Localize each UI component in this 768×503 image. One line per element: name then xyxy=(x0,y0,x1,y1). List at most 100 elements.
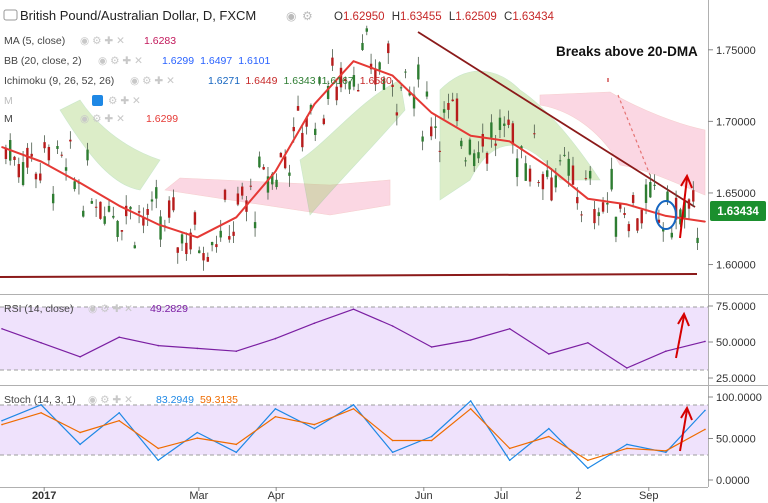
legend-controls-icon[interactable]: ◉ ⚙ ✚ ✕ xyxy=(88,303,133,315)
legend-ma5-value: 1.6283 xyxy=(144,35,176,47)
legend-controls-icon[interactable]: ⚙ ✚ ✕ xyxy=(108,95,141,107)
legend-controls-icon[interactable]: ◉ ⚙ ✚ ✕ xyxy=(80,35,125,47)
candle-body xyxy=(142,217,145,226)
legend-collapsed-row[interactable]: M ⚙ ✚ ✕ xyxy=(4,95,141,107)
candle-body xyxy=(666,191,669,203)
series-point xyxy=(157,447,159,450)
candle-body xyxy=(266,176,270,193)
candle-body xyxy=(550,177,553,201)
candle-body xyxy=(4,147,8,160)
candle-body xyxy=(120,230,124,232)
y-tick-label: 1.65000 xyxy=(716,188,756,200)
header-eye-icon[interactable]: ◉ xyxy=(286,9,296,23)
candle-body xyxy=(674,197,678,220)
candle-body xyxy=(314,128,317,135)
series-point xyxy=(313,427,316,430)
candle-body xyxy=(515,158,519,178)
x-tick-label: Jul xyxy=(494,490,508,502)
candle-body xyxy=(43,142,46,149)
series-point xyxy=(1,146,3,148)
candle-body xyxy=(554,175,558,188)
series-point xyxy=(313,103,316,105)
candle-body xyxy=(180,234,184,244)
series-point xyxy=(157,459,159,462)
candle-body xyxy=(223,189,227,200)
series-point xyxy=(118,419,120,422)
legend-rsi-value: 49.2829 xyxy=(150,303,188,315)
candle-body xyxy=(417,64,420,80)
candle-body xyxy=(619,203,622,209)
legend-bb[interactable]: BB (20, close, 2) ◉ ⚙ ✚ ✕ 1.6299 1.6497 1.… xyxy=(4,55,271,67)
legend-ma5-name: MA (5, close) xyxy=(4,35,65,47)
support-line[interactable] xyxy=(0,273,698,278)
series-point xyxy=(665,451,667,454)
candle-body xyxy=(524,163,527,181)
legend-stoch[interactable]: Stoch (14, 3, 1) ◉ ⚙ ✚ ✕ 83.2949 59.3135 xyxy=(4,394,238,406)
series-point xyxy=(118,205,120,207)
series-point xyxy=(196,236,199,239)
visibility-toggle-icon[interactable] xyxy=(92,95,103,106)
y-tick-label: 50.0000 xyxy=(716,434,756,446)
candle-body xyxy=(399,87,403,89)
candle-body xyxy=(167,200,171,218)
candle-body xyxy=(94,206,98,208)
series-point xyxy=(587,342,589,344)
series-point xyxy=(235,451,238,454)
series-point xyxy=(548,166,550,168)
candle-body xyxy=(640,209,643,224)
annotation-text: Breaks above 20-DMA xyxy=(556,44,698,59)
candle-body xyxy=(662,227,665,232)
candle-body xyxy=(34,173,38,180)
legend-ma20-value: 1.6299 xyxy=(146,113,178,125)
symbol-header[interactable]: British Pound/Australian Dollar, D, FXCM… xyxy=(3,8,555,23)
candle-body xyxy=(326,85,330,99)
series-point xyxy=(665,450,667,452)
candle-body xyxy=(546,170,549,177)
candle-body xyxy=(305,117,308,127)
legend-stoch-values: 83.2949 59.3135 xyxy=(156,394,238,406)
legend-controls-icon[interactable]: ◉ ⚙ ✚ ✕ xyxy=(80,113,125,125)
legend-controls-icon[interactable]: ◉ ⚙ ✚ ✕ xyxy=(98,55,143,67)
legend-controls-icon[interactable]: ◉ ⚙ ✚ ✕ xyxy=(130,75,175,87)
series-point xyxy=(391,451,394,454)
last-price-text: 1.63434 xyxy=(717,206,759,218)
legend-ma5[interactable]: MA (5, close) ◉ ⚙ ✚ ✕ 1.6283 xyxy=(4,35,176,47)
candle-body xyxy=(17,164,20,178)
series-point xyxy=(587,197,589,200)
legend-ichimoku[interactable]: Ichimoku (9, 26, 52, 26) ◉ ⚙ ✚ ✕ 1.6271 1… xyxy=(4,75,392,87)
candle-body xyxy=(39,173,42,181)
candle-body xyxy=(236,193,240,205)
candle-body xyxy=(301,132,304,148)
ichimoku-cloud-green xyxy=(299,79,406,216)
header-settings-icon[interactable]: ⚙ xyxy=(302,9,313,23)
candle-body xyxy=(485,152,489,164)
candle-body xyxy=(365,28,368,32)
series-point xyxy=(469,400,472,402)
series-point xyxy=(430,439,433,442)
collapse-icon[interactable] xyxy=(3,9,18,21)
legend-ma20[interactable]: M ◉ ⚙ ✚ ✕ 1.6299 xyxy=(4,113,178,125)
candle-body xyxy=(155,187,158,199)
candle-body xyxy=(279,152,283,158)
candle-body xyxy=(107,205,111,212)
candle-body xyxy=(610,168,613,190)
x-tick-label: Sep xyxy=(639,490,659,502)
legend-collapsed-label: M xyxy=(4,95,13,107)
price-pane[interactable] xyxy=(0,0,708,293)
candle-body xyxy=(56,145,59,149)
candle-body xyxy=(614,216,618,237)
series-point xyxy=(626,367,628,369)
legend-rsi[interactable]: RSI (14, close) ◉ ⚙ ✚ ✕ 49.2829 xyxy=(4,303,188,315)
candle-body xyxy=(283,156,287,169)
series-point xyxy=(704,340,706,343)
trend-line[interactable] xyxy=(417,31,696,208)
candle-body xyxy=(558,160,562,162)
series-point xyxy=(1,419,3,422)
series-point xyxy=(430,435,433,438)
y-tick-label: 75.0000 xyxy=(716,301,756,313)
candle-body xyxy=(60,154,63,156)
y-tick-label: 1.60000 xyxy=(716,260,756,272)
legend-controls-icon[interactable]: ◉ ⚙ ✚ ✕ xyxy=(88,394,133,406)
series-point xyxy=(352,408,355,410)
